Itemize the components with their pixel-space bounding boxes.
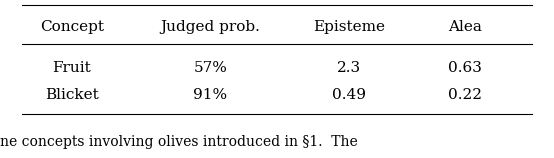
Text: Episteme: Episteme [313,20,385,34]
Text: Blicket: Blicket [45,88,99,102]
Text: Alea: Alea [448,20,483,34]
Text: ne concepts involving olives introduced in §1.  The: ne concepts involving olives introduced … [0,135,358,149]
Text: 0.49: 0.49 [332,88,366,102]
Text: 2.3: 2.3 [337,61,361,75]
Text: 57%: 57% [193,61,228,75]
Text: Judged prob.: Judged prob. [161,20,260,34]
Text: 0.22: 0.22 [448,88,483,102]
Text: 0.63: 0.63 [448,61,483,75]
Text: Concept: Concept [40,20,104,34]
Text: Fruit: Fruit [53,61,91,75]
Text: 91%: 91% [193,88,228,102]
